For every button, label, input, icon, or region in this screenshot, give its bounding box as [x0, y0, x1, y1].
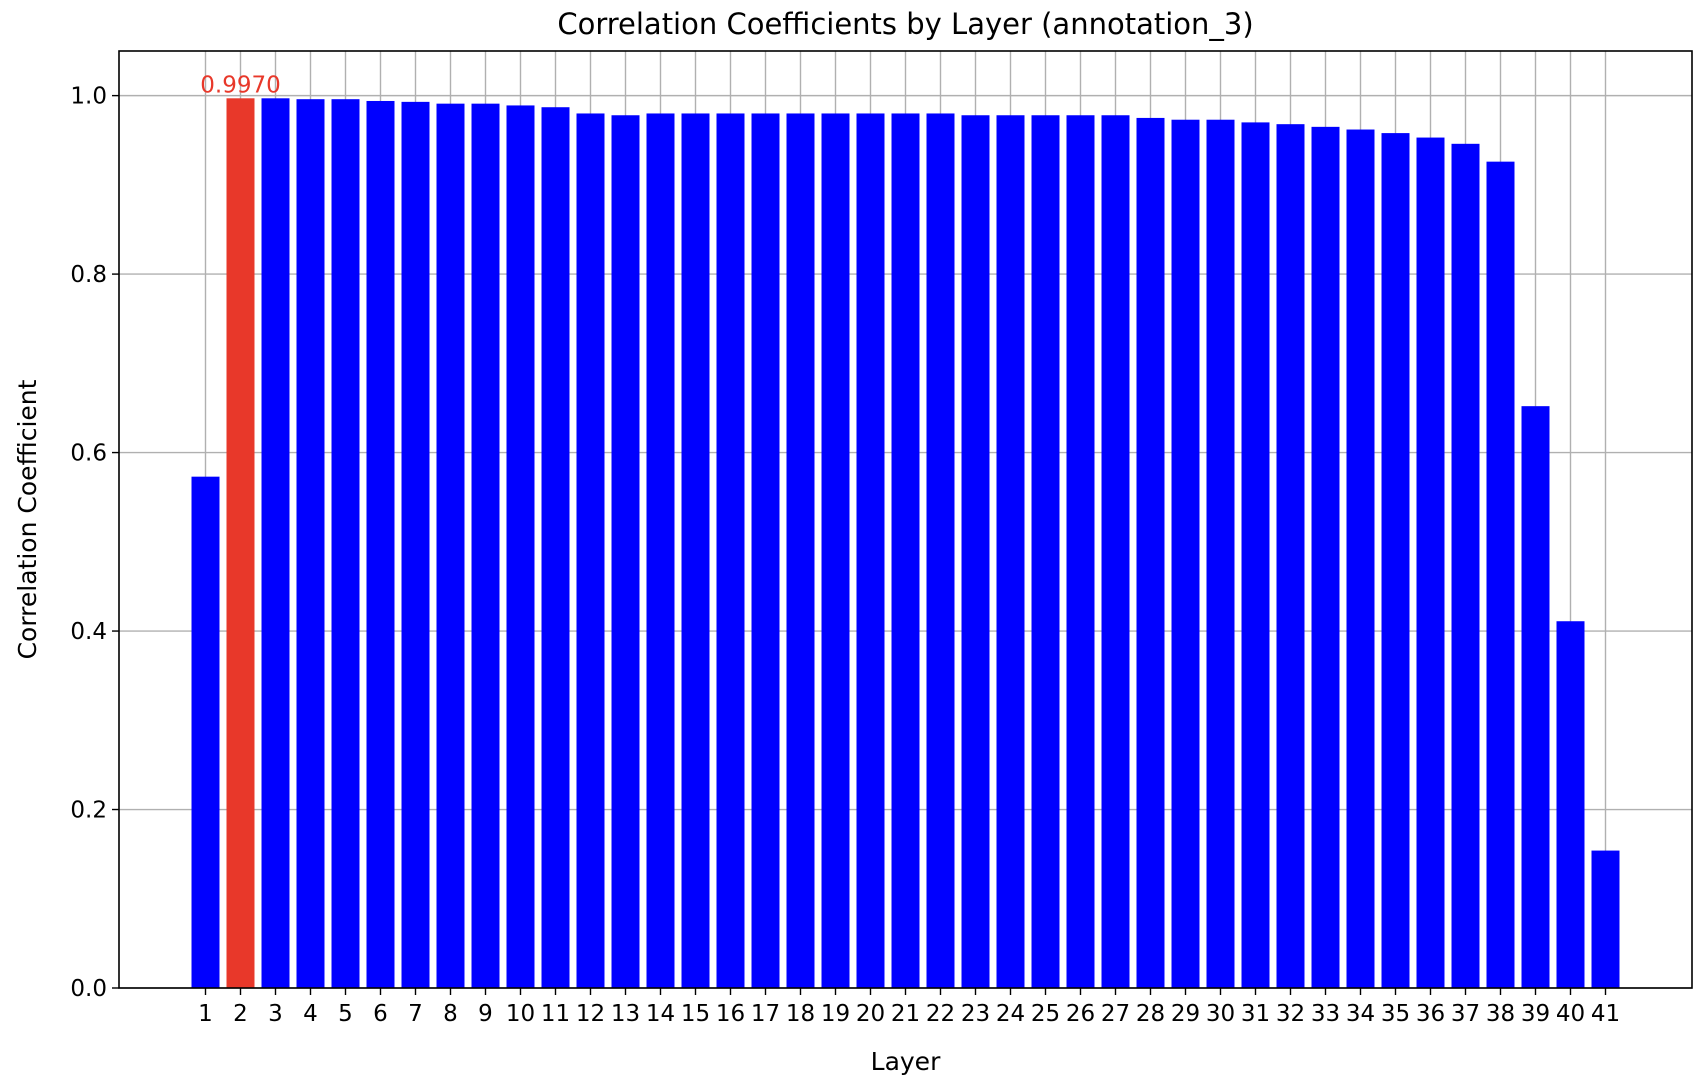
bar — [1311, 126, 1340, 989]
bar — [1381, 133, 1410, 988]
bar — [1276, 124, 1305, 989]
x-tick-label: 34 — [1346, 1001, 1375, 1027]
bar-highlighted — [226, 98, 255, 988]
y-tick-label: 0.4 — [70, 619, 107, 645]
x-tick-label: 2 — [233, 1001, 248, 1027]
y-tick-label: 1.0 — [70, 84, 107, 110]
x-tick-label: 29 — [1171, 1001, 1200, 1027]
x-tick-label: 37 — [1451, 1001, 1480, 1027]
bar — [996, 115, 1025, 989]
bar — [891, 113, 920, 988]
x-tick-label: 20 — [856, 1001, 885, 1027]
x-tick-label: 10 — [506, 1001, 535, 1027]
x-tick-label: 25 — [1031, 1001, 1060, 1027]
x-tick-label: 24 — [996, 1001, 1025, 1027]
x-tick-label: 11 — [541, 1001, 570, 1027]
bar — [1066, 115, 1095, 989]
x-tick-label: 21 — [891, 1001, 920, 1027]
bar — [1171, 119, 1200, 989]
bar — [576, 113, 605, 988]
bar — [1241, 122, 1270, 988]
x-tick-label: 30 — [1206, 1001, 1235, 1027]
x-tick-label: 12 — [576, 1001, 605, 1027]
x-tick-label: 31 — [1241, 1001, 1270, 1027]
bar — [261, 98, 290, 988]
x-tick-label: 36 — [1416, 1001, 1445, 1027]
bar — [1101, 115, 1130, 989]
bar — [1591, 850, 1620, 988]
x-tick-label: 17 — [751, 1001, 780, 1027]
bar — [191, 476, 220, 988]
x-tick-label: 38 — [1486, 1001, 1515, 1027]
bar — [1451, 143, 1480, 988]
bar — [1136, 117, 1165, 988]
bar — [611, 115, 640, 989]
x-tick-label: 35 — [1381, 1001, 1410, 1027]
x-tick-label: 27 — [1101, 1001, 1130, 1027]
x-tick-label: 13 — [611, 1001, 640, 1027]
x-tick-label: 23 — [961, 1001, 990, 1027]
bar — [366, 100, 395, 989]
x-tick-label: 39 — [1521, 1001, 1550, 1027]
x-axis-label: Layer — [871, 1047, 941, 1076]
x-tick-label: 16 — [716, 1001, 745, 1027]
bar — [506, 105, 535, 988]
x-tick-label: 40 — [1556, 1001, 1585, 1027]
bar — [541, 107, 570, 989]
bar-annotation: 0.9970 — [200, 72, 280, 98]
bar — [1206, 119, 1235, 989]
bar — [786, 113, 815, 988]
y-tick-label: 0.8 — [70, 262, 107, 288]
x-tick-label: 32 — [1276, 1001, 1305, 1027]
bar — [681, 113, 710, 988]
bar — [401, 101, 430, 988]
x-tick-label: 28 — [1136, 1001, 1165, 1027]
bar — [296, 99, 325, 988]
x-tick-label: 14 — [646, 1001, 675, 1027]
bars — [191, 98, 1620, 989]
bar — [1521, 406, 1550, 989]
bar — [1556, 621, 1585, 988]
x-tick-label: 5 — [338, 1001, 353, 1027]
bar — [1031, 115, 1060, 989]
bar — [436, 103, 465, 989]
y-axis-label: Correlation Coefficient — [13, 379, 42, 659]
y-tick-label: 0.2 — [70, 798, 107, 824]
bar — [1416, 137, 1445, 988]
x-tick-label: 33 — [1311, 1001, 1340, 1027]
x-tick-label: 26 — [1066, 1001, 1095, 1027]
bar — [821, 113, 850, 988]
x-tick-label: 8 — [443, 1001, 458, 1027]
bar — [646, 113, 675, 988]
x-tick-label: 41 — [1591, 1001, 1620, 1027]
x-tick-label: 15 — [681, 1001, 710, 1027]
bar — [471, 103, 500, 989]
y-axis-ticks: 0.0 0.2 0.4 0.6 0.8 1.0 — [70, 84, 119, 1002]
x-tick-label: 22 — [926, 1001, 955, 1027]
x-tick-label: 18 — [786, 1001, 815, 1027]
chart-title: Correlation Coefficients by Layer (annot… — [557, 7, 1253, 41]
bar — [1486, 161, 1515, 988]
x-tick-label: 7 — [408, 1001, 423, 1027]
bar — [1346, 129, 1375, 988]
x-axis-ticks: 1 2 3 4 5 6 7 8 9 10 11 12 13 14 15 16 17 18 19 20 21 22 23 24 2… — [198, 988, 1620, 1027]
x-tick-label: 4 — [303, 1001, 318, 1027]
x-tick-label: 9 — [478, 1001, 493, 1027]
x-tick-label: 3 — [268, 1001, 283, 1027]
bar — [926, 113, 955, 988]
bar — [716, 113, 745, 988]
y-tick-label: 0.6 — [70, 441, 107, 467]
y-tick-label: 0.0 — [70, 976, 107, 1002]
bar — [856, 113, 885, 988]
bar — [331, 99, 360, 988]
bar — [961, 115, 990, 989]
x-tick-label: 19 — [821, 1001, 850, 1027]
x-tick-label: 1 — [198, 1001, 213, 1027]
bar — [751, 113, 780, 988]
x-tick-label: 6 — [373, 1001, 388, 1027]
